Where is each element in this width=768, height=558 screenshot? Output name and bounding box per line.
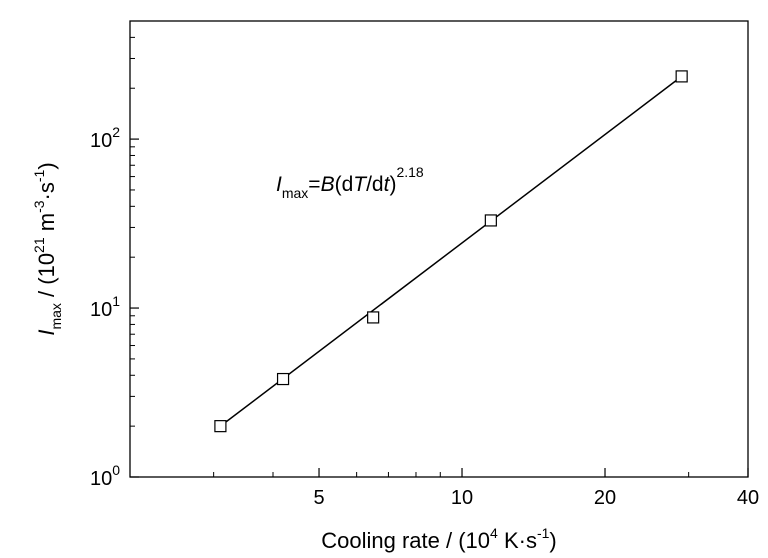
data-point: [367, 311, 380, 324]
plot-frame: [129, 20, 749, 478]
x-tick-label: 40: [737, 487, 759, 509]
x-minor-ticks: [213, 472, 690, 477]
fit-equation: Imax=B(dT/dt)2.18: [276, 164, 424, 201]
x-tick-label: 5: [313, 487, 324, 509]
y-minor-ticks: [130, 36, 135, 427]
x-tick-label: 20: [594, 487, 616, 509]
y-major-ticks: [130, 138, 139, 478]
y-tick-labels: 100 101 102: [90, 124, 120, 490]
data-point: [214, 420, 227, 433]
data-point: [276, 372, 290, 386]
y-axis-label: Imax / (1021 m-3·s-1): [31, 162, 64, 335]
x-major-ticks: [318, 468, 749, 477]
data-point: [484, 214, 497, 227]
x-tick-labels: 5 10 20 40: [313, 487, 759, 509]
x-axis-label: Cooling rate / (104 K·s-1): [321, 525, 556, 553]
y-tick-label: 102: [90, 124, 120, 152]
y-tick-label: 100: [90, 462, 120, 490]
x-tick-label: 10: [451, 487, 473, 509]
fit-line: [219, 75, 683, 427]
data-markers: [214, 70, 688, 433]
data-point: [675, 70, 688, 83]
y-tick-label: 101: [90, 293, 120, 321]
